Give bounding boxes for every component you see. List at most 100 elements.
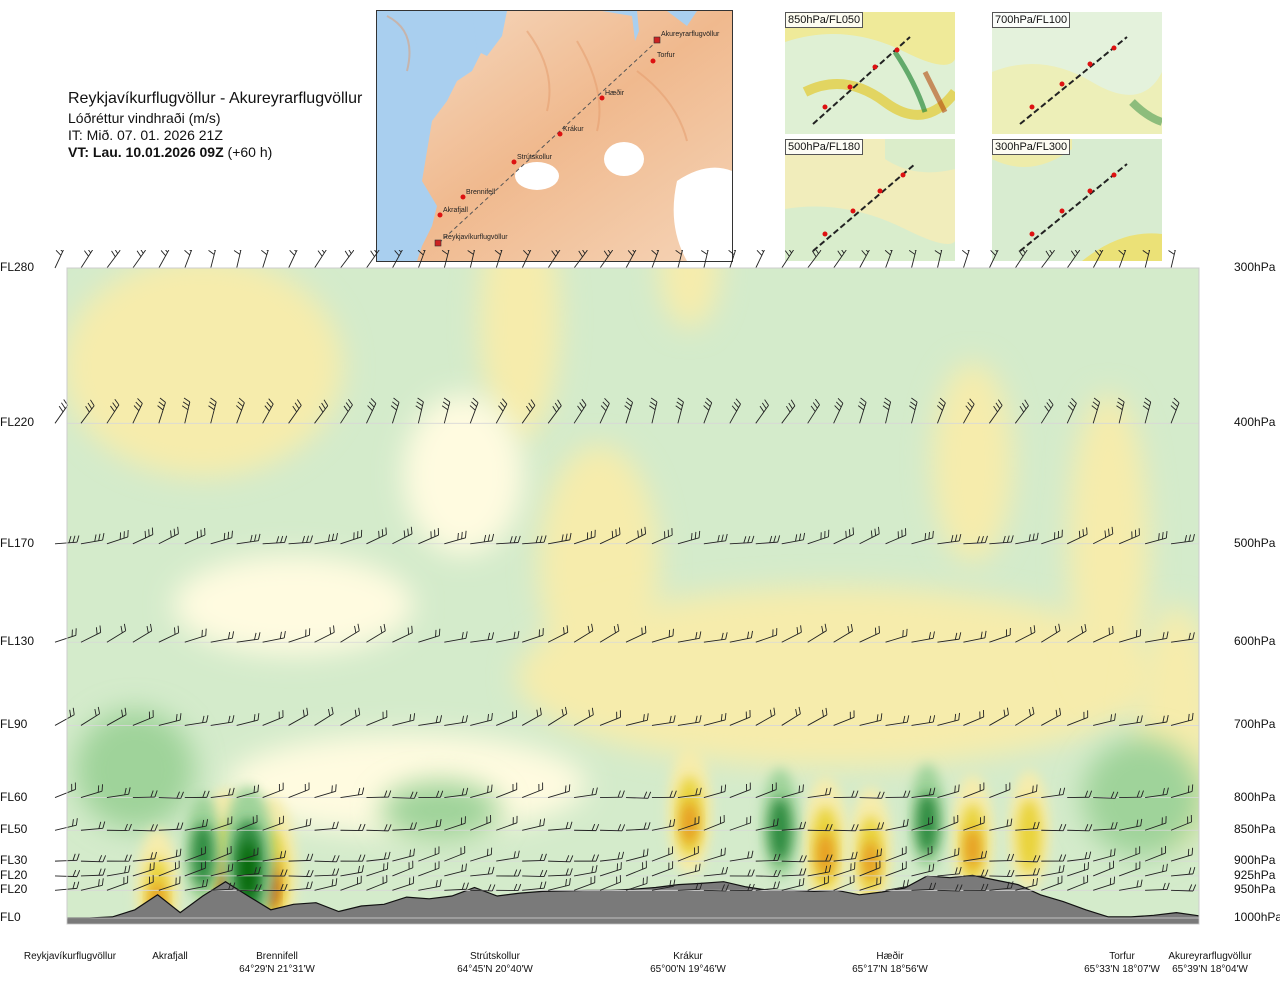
wind-barb <box>599 862 622 877</box>
wind-barb <box>1092 250 1104 269</box>
wind-barb <box>340 623 360 643</box>
wind-barb <box>80 878 104 891</box>
valid-time-bold: VT: Lau. 10.01.2026 09Z <box>68 144 224 160</box>
wind-barb <box>340 823 366 832</box>
wind-barb <box>106 398 120 424</box>
map-label-akureyri: Akureyrarflugvöllur <box>661 31 720 38</box>
wind-barb <box>703 632 728 643</box>
wind-barb <box>470 815 492 831</box>
inset-850-label: 850hPa/FL050 <box>785 12 864 28</box>
wind-barb <box>573 875 596 891</box>
wind-barb <box>703 712 727 726</box>
wind-barb <box>911 846 933 862</box>
wind-barb <box>496 782 518 798</box>
wind-barb <box>651 818 676 831</box>
wind-barb <box>106 250 121 269</box>
wind-barb <box>54 707 75 726</box>
wind-barb <box>548 821 573 831</box>
wind-barb <box>547 706 568 726</box>
wind-barb <box>158 822 184 831</box>
wind-barb <box>911 787 936 798</box>
wind-barb <box>418 715 443 726</box>
wind-barb <box>184 879 209 891</box>
wind-barb <box>1015 784 1038 798</box>
wind-barb <box>703 815 725 831</box>
wind-barb <box>444 845 466 862</box>
wind-barb <box>366 790 392 798</box>
wind-barb <box>392 250 403 269</box>
wind-barb <box>390 397 400 424</box>
field-band <box>380 780 501 841</box>
wind-barb <box>470 866 495 877</box>
wind-barb <box>1066 398 1077 424</box>
wind-barb <box>1041 787 1066 798</box>
wind-barb <box>132 250 146 269</box>
left-axis-label: FL170 <box>0 535 35 550</box>
wind-barb <box>158 848 182 862</box>
wind-barb <box>262 883 288 892</box>
wind-barb <box>132 875 154 891</box>
wind-barb <box>963 535 988 545</box>
wind-barb <box>521 707 542 726</box>
wind-barb <box>729 869 755 877</box>
wind-barb <box>418 846 440 862</box>
wind-barb <box>548 878 571 891</box>
wind-barb <box>807 865 832 877</box>
wind-barb <box>340 250 355 269</box>
wind-barb <box>106 854 132 862</box>
field-band <box>932 362 1013 563</box>
wind-barb <box>548 532 572 545</box>
map-label-akrafjall: Akrafjall <box>443 207 468 214</box>
wind-barb <box>600 824 626 832</box>
wind-barb <box>625 848 649 862</box>
wind-barb <box>573 398 587 424</box>
wind-barb <box>132 862 155 877</box>
wind-barb <box>1040 398 1054 424</box>
wind-barb <box>859 526 880 545</box>
wind-barb <box>158 860 180 877</box>
wind-barb <box>340 875 362 891</box>
inset-300-svg <box>992 139 1162 261</box>
wind-barb <box>54 399 69 424</box>
wind-barb <box>1092 526 1114 545</box>
wind-barb <box>599 851 625 862</box>
wind-barb <box>233 250 242 269</box>
wind-barb <box>885 818 909 831</box>
wind-barb <box>496 815 518 831</box>
wind-barb <box>963 869 989 877</box>
wind-barb <box>1040 250 1055 269</box>
wind-barb <box>496 869 522 877</box>
wind-barb <box>625 822 651 831</box>
wind-barb <box>675 250 683 269</box>
wind-barb <box>1091 397 1101 424</box>
wind-barb <box>1145 882 1170 891</box>
wind-barb <box>470 784 493 798</box>
wind-barb <box>781 878 805 891</box>
wind-barb <box>833 250 847 269</box>
wind-barb <box>158 713 182 726</box>
wind-barb <box>80 821 106 831</box>
wind-barb <box>314 399 329 424</box>
wind-barb <box>288 535 313 545</box>
wind-barb <box>649 397 658 424</box>
wind-barb <box>314 821 339 831</box>
wind-barb <box>857 397 867 424</box>
wind-barb <box>392 526 413 545</box>
left-axis-label: FL20 <box>0 882 28 897</box>
wind-barb <box>418 790 444 798</box>
wind-barb <box>132 824 158 832</box>
wind-barb <box>574 787 598 798</box>
wind-barb <box>651 250 660 269</box>
wind-barb <box>467 250 475 269</box>
wind-barb <box>418 879 442 891</box>
wind-barb <box>781 625 802 643</box>
wind-barb <box>1119 790 1144 798</box>
wind-barb <box>1144 816 1167 831</box>
wind-barb <box>755 250 765 269</box>
wind-barb <box>936 397 946 424</box>
downdraft-core <box>191 822 214 888</box>
waypoint-coord: 65°33'N 18°07'W <box>1084 964 1160 975</box>
wind-barb <box>703 397 713 424</box>
left-axis-label: FL220 <box>0 415 35 430</box>
field-band <box>67 268 343 477</box>
